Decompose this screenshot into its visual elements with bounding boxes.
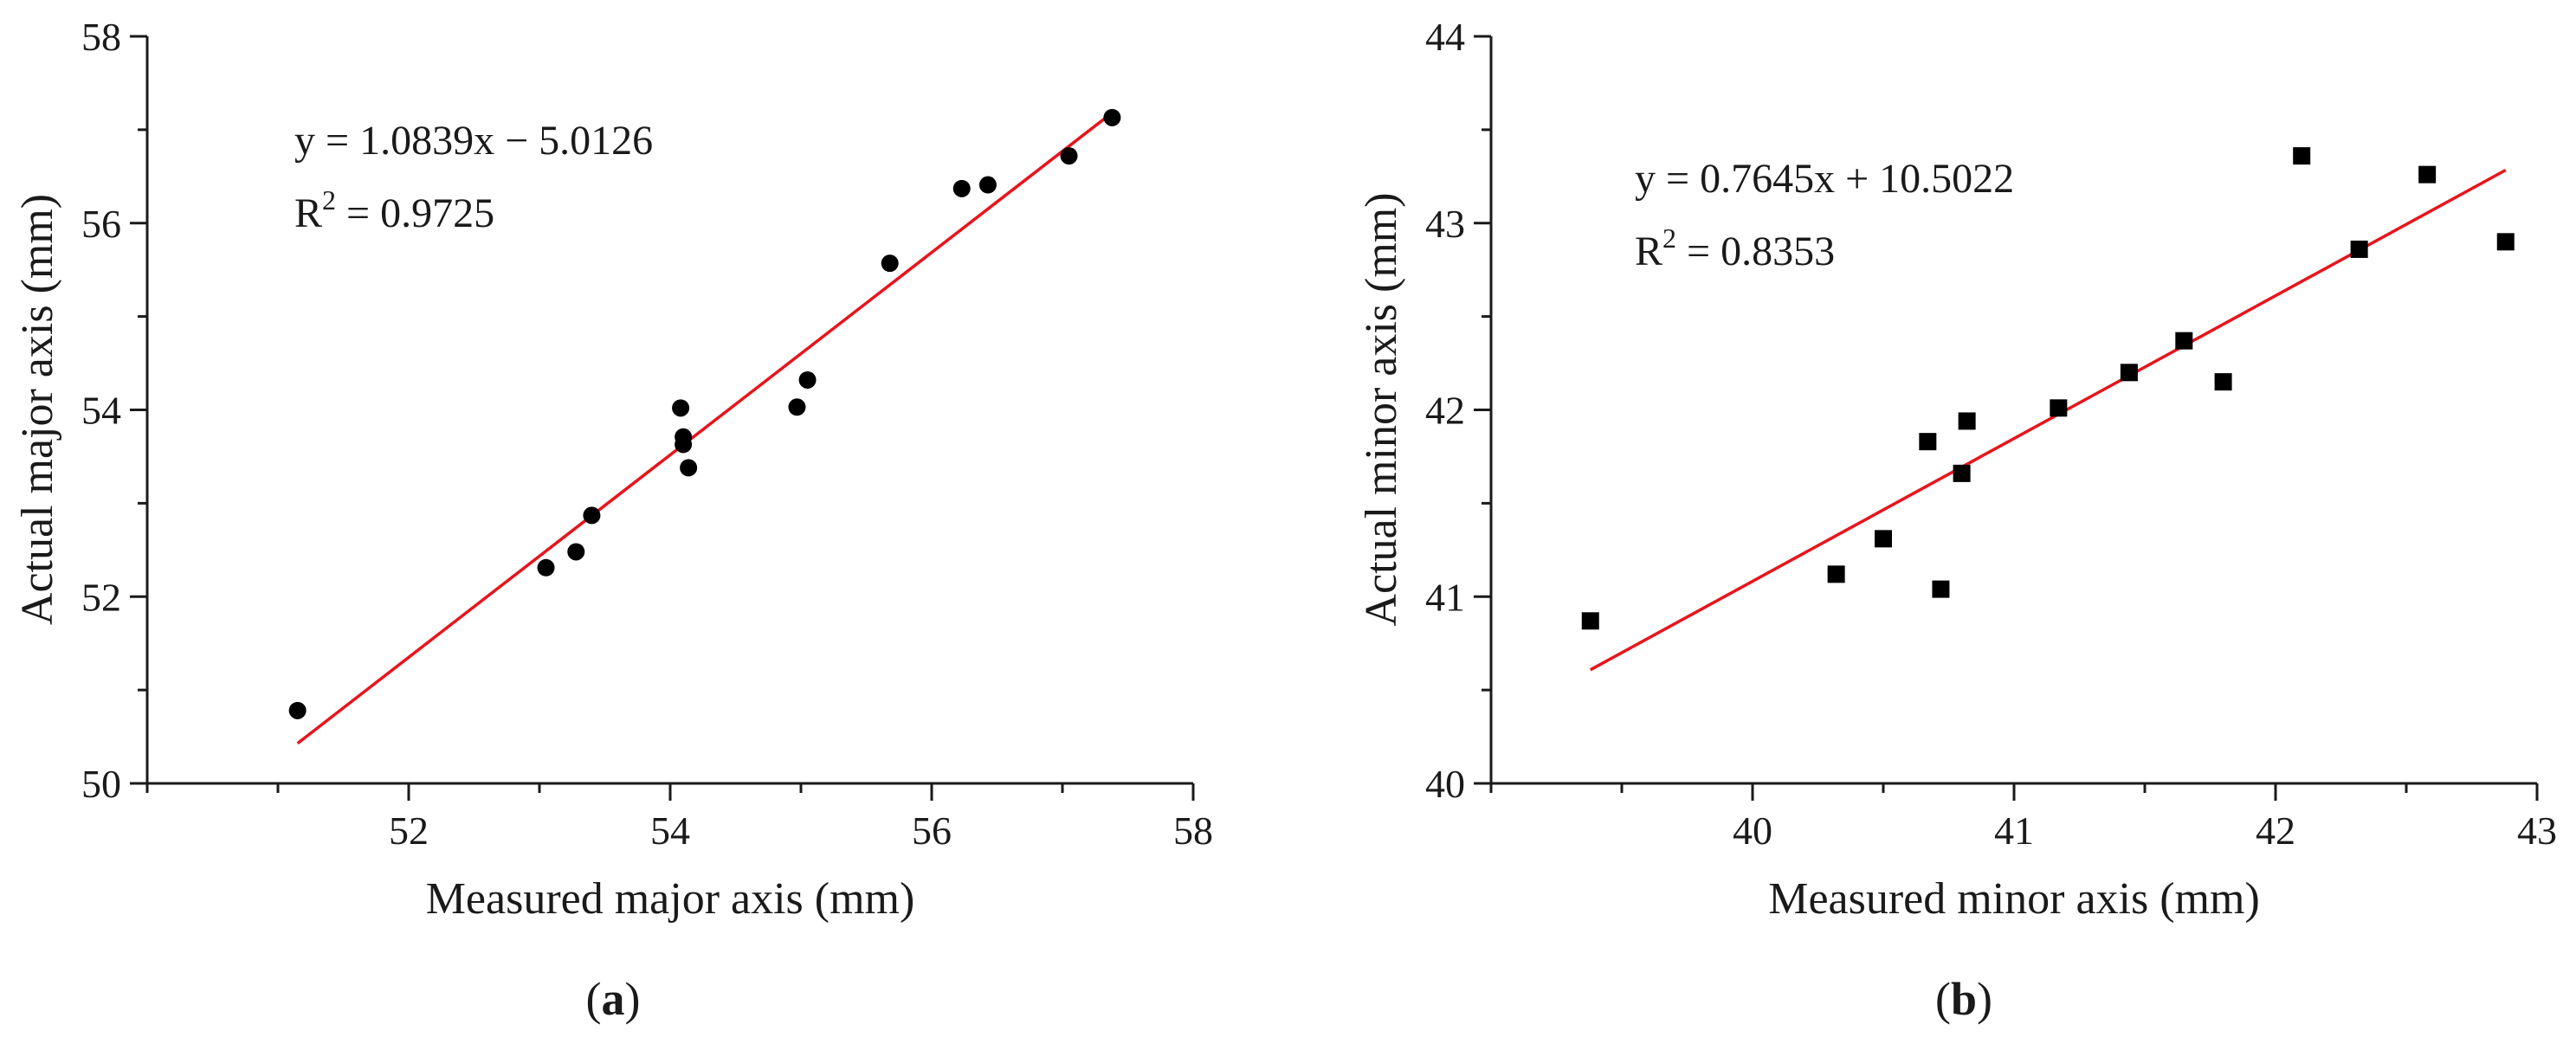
panel-b-x-axis-title: Measured minor axis (mm): [1768, 874, 2260, 924]
panel-a-data-point: [881, 254, 899, 273]
panel-b-data-point: [2350, 240, 2368, 258]
panel-a-data-point: [1103, 108, 1121, 126]
panel-b-r-squared: R2 = 0.8353: [1635, 222, 1835, 274]
panel-a-axis-frame: [145, 36, 1193, 785]
panel-a-data-point: [952, 179, 971, 197]
panel-b-data-point: [1932, 580, 1950, 598]
panel-b-x-tick-label: 40: [1733, 808, 1772, 853]
panel-b-axis-frame: [1489, 36, 2537, 785]
panel-a-equation: y = 1.0839x − 5.0126: [294, 118, 653, 164]
panel-a-caption-letter: a: [602, 973, 625, 1025]
panel-a-fit-line: [296, 111, 1114, 745]
panel-a-data-point: [680, 459, 698, 477]
panel-a-ticks: [130, 35, 1195, 801]
panel-b-y-tick-label: 43: [1425, 202, 1465, 246]
panel-a-y-axis-title: Actual major axis (mm): [13, 194, 62, 625]
panel-b-data-point: [2293, 147, 2311, 165]
panel-b-ticks: [1474, 35, 2539, 801]
panel-a-y-tick-label: 56: [81, 202, 121, 246]
panel-a-y-tick-label: 52: [81, 575, 121, 619]
panel-a-r-squared-prefix: R: [294, 190, 322, 236]
panel-b-data-point: [2418, 165, 2437, 184]
panel-b-equation: y = 0.7645x + 10.5022: [1635, 156, 2014, 202]
panel-a-data-point: [288, 701, 307, 719]
panel-b-x-tick-label: 41: [1994, 808, 2034, 853]
panel-b-caption-open-paren: (: [1935, 973, 1951, 1025]
panel-b-data-point: [1953, 464, 1971, 482]
panel-b-r-squared-value: = 0.8353: [1676, 229, 1835, 274]
panel-a-x-tick-label: 52: [389, 808, 429, 853]
panel-b-y-tick-label: 40: [1425, 762, 1465, 806]
panel-b-data-point: [2175, 332, 2193, 350]
panel-b-r-squared-prefix: R: [1635, 229, 1662, 274]
panel-b-data-point: [1581, 612, 1599, 630]
panel-a-x-tick-label: 58: [1173, 808, 1213, 853]
panel-b-caption: (b): [1935, 973, 1992, 1025]
panel-a-r-squared-value: = 0.9725: [336, 190, 494, 236]
panel-a-x-axis-title: Measured major axis (mm): [426, 874, 915, 924]
panel-b-data-point: [1827, 565, 1845, 583]
panel-a-x-tick-label: 54: [650, 808, 690, 853]
panel-b-x-tick-label: 43: [2517, 808, 2557, 853]
panel-b-y-tick-label: 44: [1425, 15, 1465, 59]
panel-a-caption-open-paren: (: [586, 973, 602, 1025]
panel-b-y-tick-label: 41: [1425, 575, 1465, 619]
panel-b-caption-close-paren: ): [1977, 973, 1992, 1025]
panel-b-data-point: [1958, 412, 1976, 430]
panel-b-data-point: [2496, 233, 2515, 251]
panel-a-data-point: [567, 543, 585, 561]
panel-b-caption-letter: b: [1951, 973, 1977, 1025]
panel-a-data-point: [1060, 147, 1078, 165]
panel-a-data-point: [537, 558, 555, 577]
panel-b-x-tick-label: 42: [2256, 808, 2295, 853]
panel-b-data-points: [1581, 147, 2515, 630]
panel-a-r-squared-superscript: 2: [322, 184, 336, 216]
panel-b-data-point: [1919, 433, 1937, 451]
panel-b-tick-labels: 40 41 42 43 40 41 42 43 44: [1425, 15, 2557, 853]
panel-b-y-tick-label: 42: [1425, 389, 1465, 433]
panel-a-tick-labels: 52 54 56 58 50 52 54 56 58: [81, 15, 1213, 853]
panel-a-data-point: [583, 506, 601, 525]
panel-a-y-tick-label: 54: [81, 389, 121, 433]
panel-b-y-axis-title: Actual minor axis (mm): [1357, 192, 1406, 626]
panel-a-data-point: [788, 398, 806, 416]
panel-a-data-point: [672, 399, 690, 417]
panel-a-data-points: [288, 108, 1121, 719]
panel-a-y-tick-label: 50: [81, 762, 121, 806]
panel-b-data-point: [1875, 530, 1892, 548]
panel-b-data-point: [2214, 373, 2232, 391]
panel-a-data-point: [798, 370, 817, 389]
panel-a-data-point: [978, 176, 997, 194]
panel-a-r-squared: R2 = 0.9725: [294, 184, 494, 236]
panel-a-y-tick-label: 58: [81, 15, 121, 59]
panel-a-x-tick-label: 56: [912, 808, 952, 853]
panel-a-data-point: [675, 435, 693, 454]
panel-a-caption-close-paren: ): [625, 973, 641, 1025]
panel-b: 40 41 42 43 40 41 42 43 44 y = 0.7645x + 10.5022…: [1357, 15, 2557, 1025]
panel-b-data-point: [2120, 364, 2138, 382]
panel-a-caption: (a): [586, 973, 641, 1025]
panel-b-r-squared-superscript: 2: [1662, 222, 1676, 254]
panel-b-data-point: [2050, 399, 2068, 417]
